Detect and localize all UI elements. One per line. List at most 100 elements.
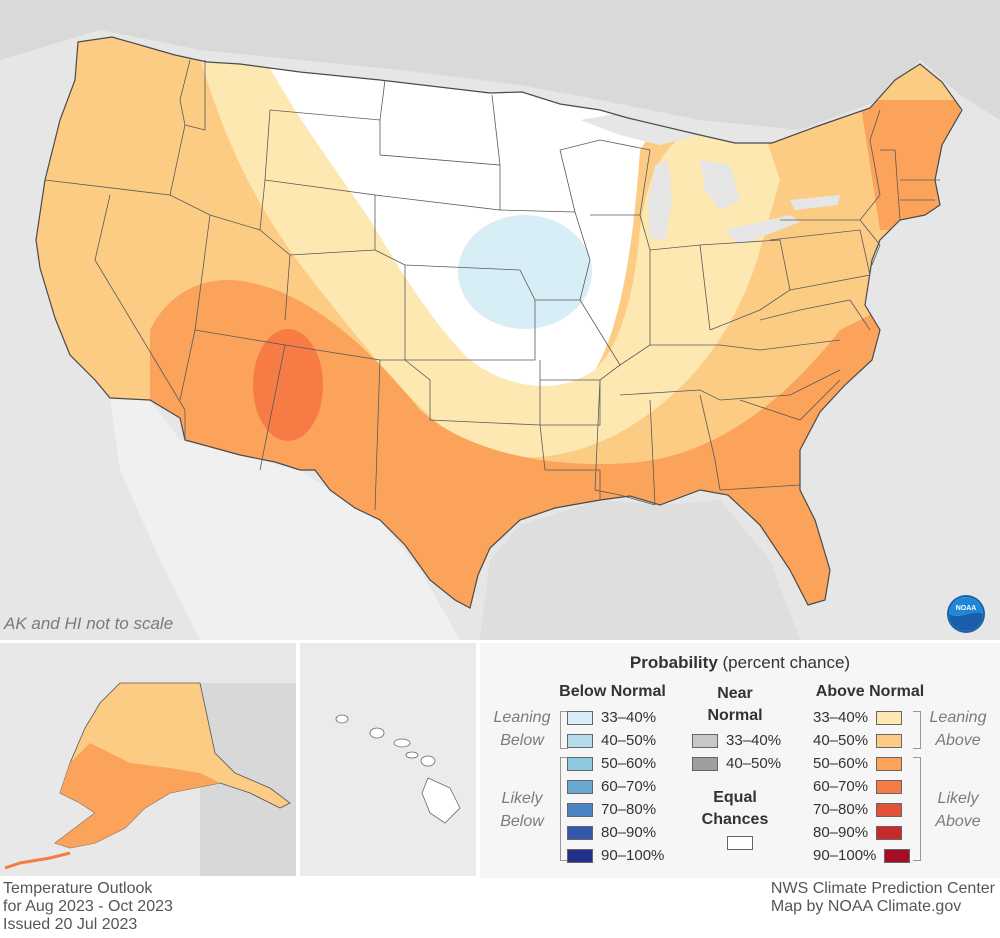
noaa-logo: NOAA xyxy=(947,595,985,633)
below-label-0: 33–40% xyxy=(601,709,657,726)
leaning-above-2: Above xyxy=(935,732,981,749)
legend-title-rest: (percent chance) xyxy=(717,653,851,672)
above-60-70-region xyxy=(253,329,323,441)
below-label-4: 70–80% xyxy=(601,801,657,818)
below-row-4: 70–80% xyxy=(567,798,656,821)
footer-map-credit: Map by NOAA Climate.gov xyxy=(770,898,962,915)
hawaii-map-svg xyxy=(300,643,476,876)
below-label-1: 40–50% xyxy=(601,732,657,749)
footer-title: Temperature Outlook xyxy=(3,880,153,897)
scale-note: AK and HI not to scale xyxy=(4,614,174,633)
below-row-1: 40–50% xyxy=(567,729,656,752)
likely-below-bracket xyxy=(560,757,568,861)
below-label-2: 50–60% xyxy=(601,755,657,772)
above-label-6: 90–100% xyxy=(813,847,877,864)
above-row-5: 80–90% xyxy=(813,821,903,844)
above-label-4: 70–80% xyxy=(813,801,869,818)
canada-land xyxy=(0,0,1000,130)
above-swatch-6 xyxy=(884,848,911,863)
likely-above-bracket xyxy=(913,757,921,861)
below-swatch-1 xyxy=(567,733,593,748)
footer-source: NWS Climate Prediction Center xyxy=(770,880,995,897)
below-row-3: 60–70% xyxy=(567,775,656,798)
legend-title: Probability (percent chance) xyxy=(480,653,1000,673)
footer-issued: Issued 20 Jul 2023 xyxy=(3,916,138,933)
leaning-above-1: Leaning xyxy=(929,709,987,726)
above-swatch-3 xyxy=(876,779,903,794)
footer-credits: NWS Climate Prediction Center Map by NOA… xyxy=(771,880,995,916)
contiguous-us-map: NOAA AK and HI not to scale xyxy=(0,0,1000,640)
legend: Probability (percent chance) Below Norma… xyxy=(480,643,1000,878)
below-row-6: 90–100% xyxy=(567,844,664,867)
likely-above-label: Likely Above xyxy=(920,787,996,833)
likely-above-2: Above xyxy=(935,813,981,830)
likely-above-1: Likely xyxy=(937,790,979,807)
below-label-6: 90–100% xyxy=(601,847,665,864)
leaning-above-label: Leaning Above xyxy=(920,706,996,752)
above-row-6: 90–100% xyxy=(813,844,911,867)
footer-outlook-info: Temperature Outlook for Aug 2023 - Oct 2… xyxy=(3,880,173,934)
below-normal-heading: Below Normal xyxy=(559,683,666,700)
near-swatch-1 xyxy=(692,756,718,771)
above-swatch-4 xyxy=(876,802,903,817)
below-row-0: 33–40% xyxy=(567,706,656,729)
likely-below-2: Below xyxy=(500,813,544,830)
leaning-below-bracket xyxy=(560,711,568,749)
below-row-5: 80–90% xyxy=(567,821,656,844)
below-swatch-5 xyxy=(567,825,593,840)
above-50-60-northeast xyxy=(860,100,960,230)
likely-below-label: Likely Below xyxy=(484,787,560,833)
below-swatch-6 xyxy=(567,848,593,863)
above-swatch-2 xyxy=(876,756,903,771)
near-normal-heading: Near Normal xyxy=(690,683,780,727)
equal-chances-heading-1: Equal xyxy=(713,789,757,806)
near-row-1: 40–50% xyxy=(692,752,781,775)
above-label-2: 50–60% xyxy=(813,755,869,772)
leaning-below-1: Leaning xyxy=(493,709,551,726)
below-swatch-3 xyxy=(567,779,593,794)
above-swatch-5 xyxy=(876,825,903,840)
below-33-40-region xyxy=(458,215,592,329)
leaning-below-label: Leaning Below xyxy=(484,706,560,752)
alaska-map-svg xyxy=(0,643,296,876)
alaska-inset xyxy=(0,643,296,876)
above-label-5: 80–90% xyxy=(813,824,869,841)
above-row-4: 70–80% xyxy=(813,798,903,821)
near-row-0: 33–40% xyxy=(692,729,781,752)
mexico-land xyxy=(110,398,460,640)
above-swatch-0 xyxy=(876,710,903,725)
leaning-above-bracket xyxy=(913,711,921,749)
below-label-5: 80–90% xyxy=(601,824,657,841)
footer-period: for Aug 2023 - Oct 2023 xyxy=(3,898,173,915)
likely-below-1: Likely xyxy=(501,790,543,807)
below-swatch-2 xyxy=(567,756,593,771)
great-lakes xyxy=(580,110,840,245)
equal-chances-swatch xyxy=(727,836,753,850)
legend-title-bold: Probability xyxy=(629,653,718,672)
near-label-0: 33–40% xyxy=(726,732,782,749)
equal-chances-heading-2: Chances xyxy=(701,811,769,828)
alaska-above-50-60 xyxy=(55,743,220,848)
state-borders xyxy=(35,36,963,609)
leaning-below-2: Below xyxy=(500,732,544,749)
equal-chances-heading: Equal Chances xyxy=(690,787,780,831)
above-row-2: 50–60% xyxy=(813,752,903,775)
near-normal-heading-2: Normal xyxy=(707,707,763,724)
gulf-water xyxy=(480,500,800,640)
outlook-map-svg: NOAA xyxy=(0,0,1000,640)
near-label-1: 40–50% xyxy=(726,755,782,772)
above-swatch-1 xyxy=(876,733,903,748)
near-swatch-0 xyxy=(692,733,718,748)
below-swatch-4 xyxy=(567,802,593,817)
hawaii-inset xyxy=(300,643,476,876)
above-normal-heading: Above Normal xyxy=(815,683,925,700)
near-normal-heading-1: Near xyxy=(717,685,753,702)
above-row-1: 40–50% xyxy=(813,729,903,752)
below-row-2: 50–60% xyxy=(567,752,656,775)
above-label-1: 40–50% xyxy=(813,732,869,749)
below-swatch-0 xyxy=(567,710,593,725)
hawaii-islands xyxy=(335,714,461,824)
above-row-0: 33–40% xyxy=(813,706,903,729)
above-row-3: 60–70% xyxy=(813,775,903,798)
svg-text:NOAA: NOAA xyxy=(956,605,977,612)
